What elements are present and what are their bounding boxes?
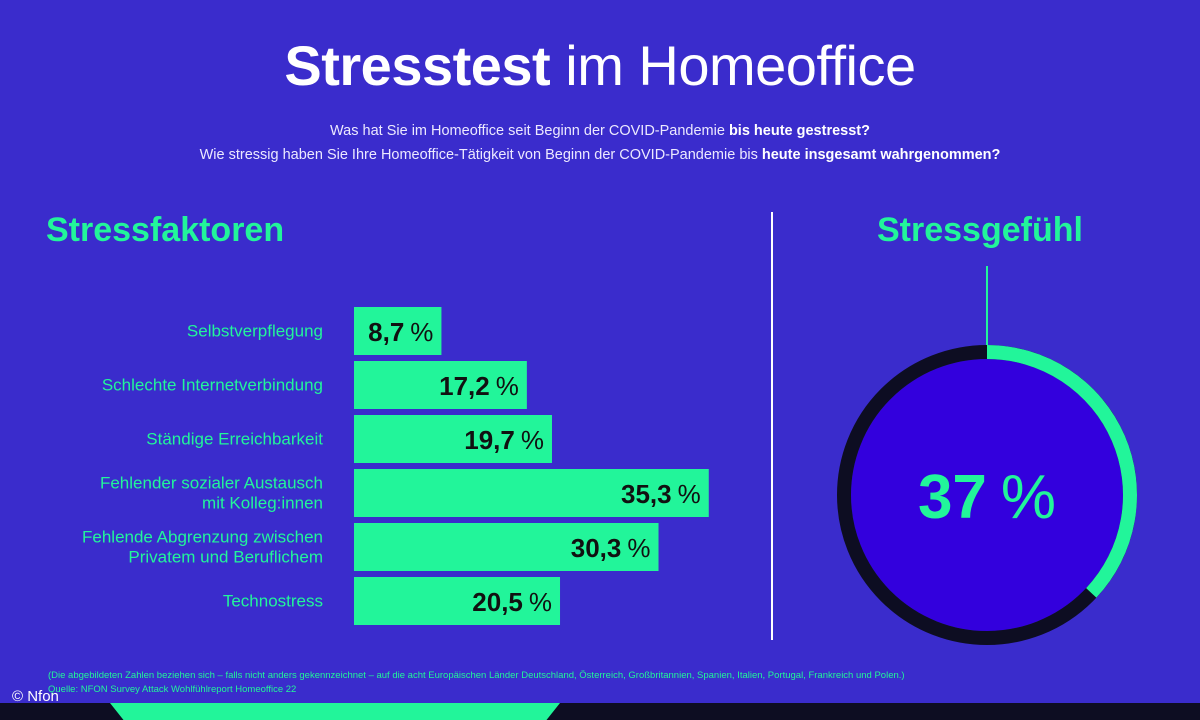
bar-2: [354, 415, 552, 463]
bar-category-label-3-0: Fehlender sozialer Austausch: [100, 474, 323, 493]
bar-value-label-5: 20,5%: [472, 587, 552, 617]
subtitle-line-2-bold: heute insgesamt wahrgenommen?: [761, 147, 1001, 163]
footnote-scope: (Die abgebildeten Zahlen beziehen sich –…: [48, 670, 905, 681]
bar-category-label-2: Ständige Erreichbarkeit: [146, 430, 323, 449]
footnote-source: Quelle: NFON Survey Attack Wohlfühlrepor…: [48, 684, 297, 695]
bar-value-label-4: 30,3%: [571, 533, 651, 563]
subtitle-line-2: Wie stressig haben Sie Ihre Homeoffice-T…: [0, 147, 1200, 163]
bar-category-label-4-0: Fehlende Abgrenzung zwischen: [82, 528, 323, 547]
gauge-value-label: 37%: [918, 463, 1056, 532]
bar-value-label-3: 35,3%: [621, 479, 701, 509]
bar-category-label-3-1: mit Kolleg:innen: [202, 494, 323, 513]
bar-0: [354, 307, 442, 355]
section-title-stressfaktoren: Stressfaktoren: [46, 211, 285, 249]
bar-value-label-0: 8,7%: [368, 317, 433, 347]
subtitle-line-1-text: Was hat Sie im Homeoffice seit Beginn de…: [330, 123, 729, 139]
subtitle-line-1: Was hat Sie im Homeoffice seit Beginn de…: [0, 123, 1200, 139]
gauge-inner-circle: [851, 359, 1123, 631]
bar-1: [354, 361, 527, 409]
bar-value-label-1: 17,2%: [439, 371, 519, 401]
section-title-stressgefuehl: Stressgefühl: [877, 211, 1083, 249]
bar-category-label-1: Schlechte Internetverbindung: [102, 376, 323, 395]
bar-category-label-0: Selbstverpflegung: [187, 322, 323, 341]
page-title: Stresstest im Homeoffice: [0, 34, 1200, 98]
subtitle-line-2-text: Wie stressig haben Sie Ihre Homeoffice-T…: [199, 147, 762, 163]
bar-value-label-2: 19,7%: [464, 425, 544, 455]
subtitle-line-1-bold: bis heute gestresst?: [728, 123, 870, 139]
bar-3: [354, 469, 709, 517]
copyright: © Nfon: [12, 688, 59, 705]
bar-4: [354, 523, 659, 571]
bottom-accent-bar: [110, 703, 560, 720]
bar-5: [354, 577, 561, 625]
bar-category-label-4-1: Privatem und Beruflichem: [128, 548, 323, 567]
section-divider: [771, 212, 773, 640]
bar-category-label-5: Technostress: [223, 592, 323, 611]
title-light: im Homeoffice: [565, 34, 916, 97]
gauge-value-arc: [986, 345, 1137, 598]
title-bold: Stresstest: [284, 34, 551, 97]
